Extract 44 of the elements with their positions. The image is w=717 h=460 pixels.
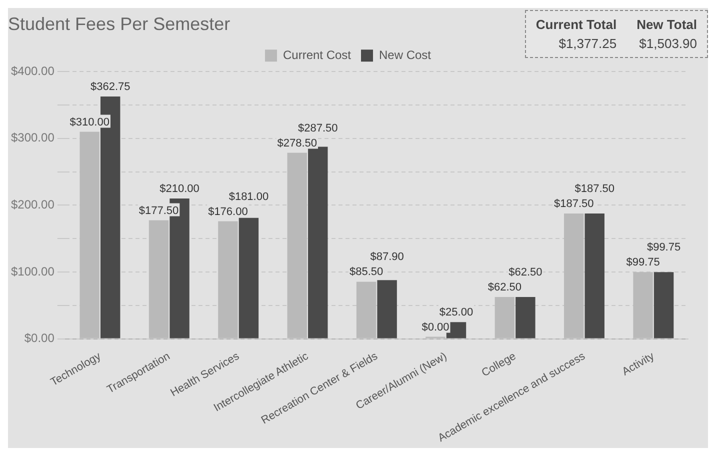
bar [584,214,604,338]
data-label: $362.75 [90,81,130,94]
bar [218,221,238,338]
data-label: $87.90 [370,251,404,264]
data-label: $287.50 [298,122,338,134]
data-label: $181.00 [228,190,269,203]
data-label: $210.00 [160,183,200,196]
data-label: $85.50 [349,266,384,278]
bar [308,146,328,338]
text: New Total [636,17,697,32]
bar [80,132,100,338]
bar [356,282,376,338]
legend-label: New Cost [379,48,432,62]
data-label: $62.50 [488,282,522,294]
y-tick-label: $100.00 [10,264,55,278]
data-label: $187.50 [554,198,594,210]
data-label: $62.50 [508,266,542,279]
data-label: $0.00 [422,321,450,334]
y-tick-label: $200.00 [10,198,55,212]
y-tick-label: $400.00 [10,64,55,78]
bar [654,272,674,338]
y-tick-label: $0.00 [24,331,55,346]
bar [633,272,653,338]
y-tick-label: $300.00 [10,130,55,145]
data-label: $99.75 [626,256,660,269]
data-label: $99.75 [646,242,681,254]
text: $1,503.90 [638,36,697,51]
legend-label: Current Cost [282,48,352,62]
data-label: $177.50 [138,204,179,217]
bar [287,152,307,338]
bar [377,280,397,338]
text: $1,377.25 [558,36,617,51]
bar [516,297,536,338]
data-label: $310.00 [70,116,110,128]
data-label: $25.00 [439,306,474,318]
bar [494,297,515,338]
bar [148,220,169,338]
data-label: $187.50 [574,183,614,196]
bar [238,218,259,338]
data-label: $176.00 [208,206,248,218]
bar [564,214,584,338]
data-label: $278.50 [277,137,318,150]
chart-title: Student Fees Per Semester [8,14,230,34]
text: Current Total [536,17,617,32]
